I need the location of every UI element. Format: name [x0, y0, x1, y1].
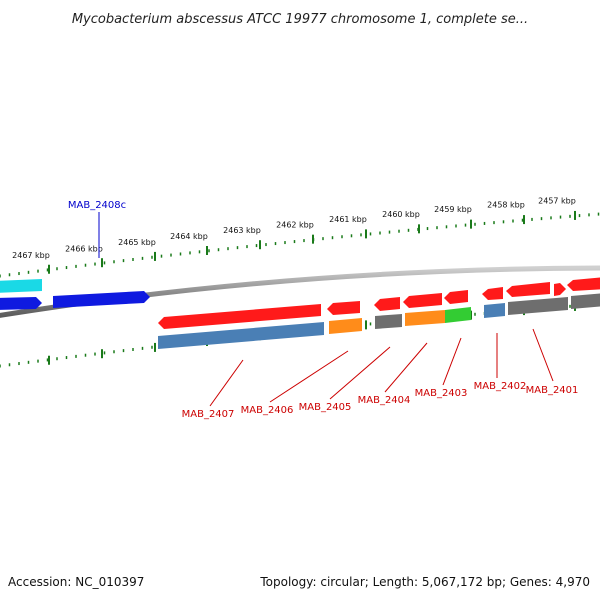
genome-summary-text: Topology: circular; Length: 5,067,172 bp… [259, 575, 590, 589]
kbp-label: 2459 kbp [434, 205, 472, 214]
gene-label-mab-2402[interactable]: MAB_2402 [474, 381, 527, 392]
gene-feature-steelblue[interactable] [484, 303, 505, 318]
gene-label-mab-2401[interactable]: MAB_2401 [526, 385, 579, 396]
kbp-label: 2466 kbp [65, 244, 103, 253]
gene-feature-cyan[interactable] [0, 279, 42, 293]
gene-feature-mab-2408c[interactable] [53, 291, 150, 308]
callout-line [384, 342, 428, 393]
kbp-label: 2458 kbp [487, 201, 525, 210]
forward-strand-genes [0, 277, 600, 329]
kbp-label: 2465 kbp [118, 238, 156, 247]
kbp-label: 2457 kbp [538, 196, 576, 205]
gene-feature-orange[interactable] [405, 310, 445, 326]
gene-label-mab-2408c[interactable]: MAB_2408c [68, 200, 126, 211]
gene-label-mab-2403[interactable]: MAB_2403 [415, 388, 468, 399]
gene-feature-red[interactable] [374, 297, 400, 311]
kbp-label: 2463 kbp [223, 226, 261, 235]
kbp-label: 2461 kbp [329, 215, 367, 224]
gene-feature-green[interactable] [445, 307, 471, 323]
callout-line [269, 350, 349, 403]
accession-text: Accession: NC_010397 [8, 575, 144, 589]
gene-feature-red[interactable] [444, 290, 468, 304]
gene-feature-gray[interactable] [571, 293, 600, 309]
gene-feature-gray[interactable] [375, 314, 402, 329]
upper-scale-ticks [0, 210, 600, 278]
kbp-label: 2462 kbp [276, 221, 314, 230]
gene-feature-blue[interactable] [0, 297, 42, 310]
kbp-label: 2467 kbp [12, 251, 50, 260]
gene-feature-red[interactable] [506, 282, 550, 297]
kbp-scale-labels: 2467 kbp 2466 kbp 2465 kbp 2464 kbp 2463 kbp… [12, 196, 576, 260]
gene-label-mab-2406[interactable]: MAB_2406 [241, 405, 294, 416]
gene-feature-red[interactable] [158, 304, 321, 329]
gene-label-mab-2407[interactable]: MAB_2407 [182, 409, 235, 420]
kbp-label: 2460 kbp [382, 210, 420, 219]
map-title: Mycobacterium abscessus ATCC 19977 chrom… [72, 12, 528, 27]
gene-feature-orange[interactable] [329, 318, 362, 334]
reverse-strand-genes [158, 293, 600, 349]
gene-labels: MAB_2408c MAB_2407 MAB_2406 MAB_2405 MAB… [68, 200, 579, 420]
gene-label-callouts [98, 212, 554, 407]
callout-line [209, 359, 244, 407]
kbp-label: 2464 kbp [170, 232, 208, 241]
gene-feature-red[interactable] [403, 293, 442, 308]
gene-feature-gray[interactable] [508, 297, 568, 315]
gene-feature-red[interactable] [327, 301, 360, 315]
gene-feature-red[interactable] [554, 283, 566, 296]
callout-line [329, 346, 391, 400]
gene-feature-red[interactable] [567, 277, 600, 291]
callout-line [532, 328, 554, 382]
gene-label-mab-2405[interactable]: MAB_2405 [299, 402, 352, 413]
callout-line [442, 337, 462, 386]
gene-feature-steelblue[interactable] [158, 322, 324, 349]
gene-label-mab-2404[interactable]: MAB_2404 [358, 395, 411, 406]
gene-feature-red[interactable] [482, 287, 503, 300]
